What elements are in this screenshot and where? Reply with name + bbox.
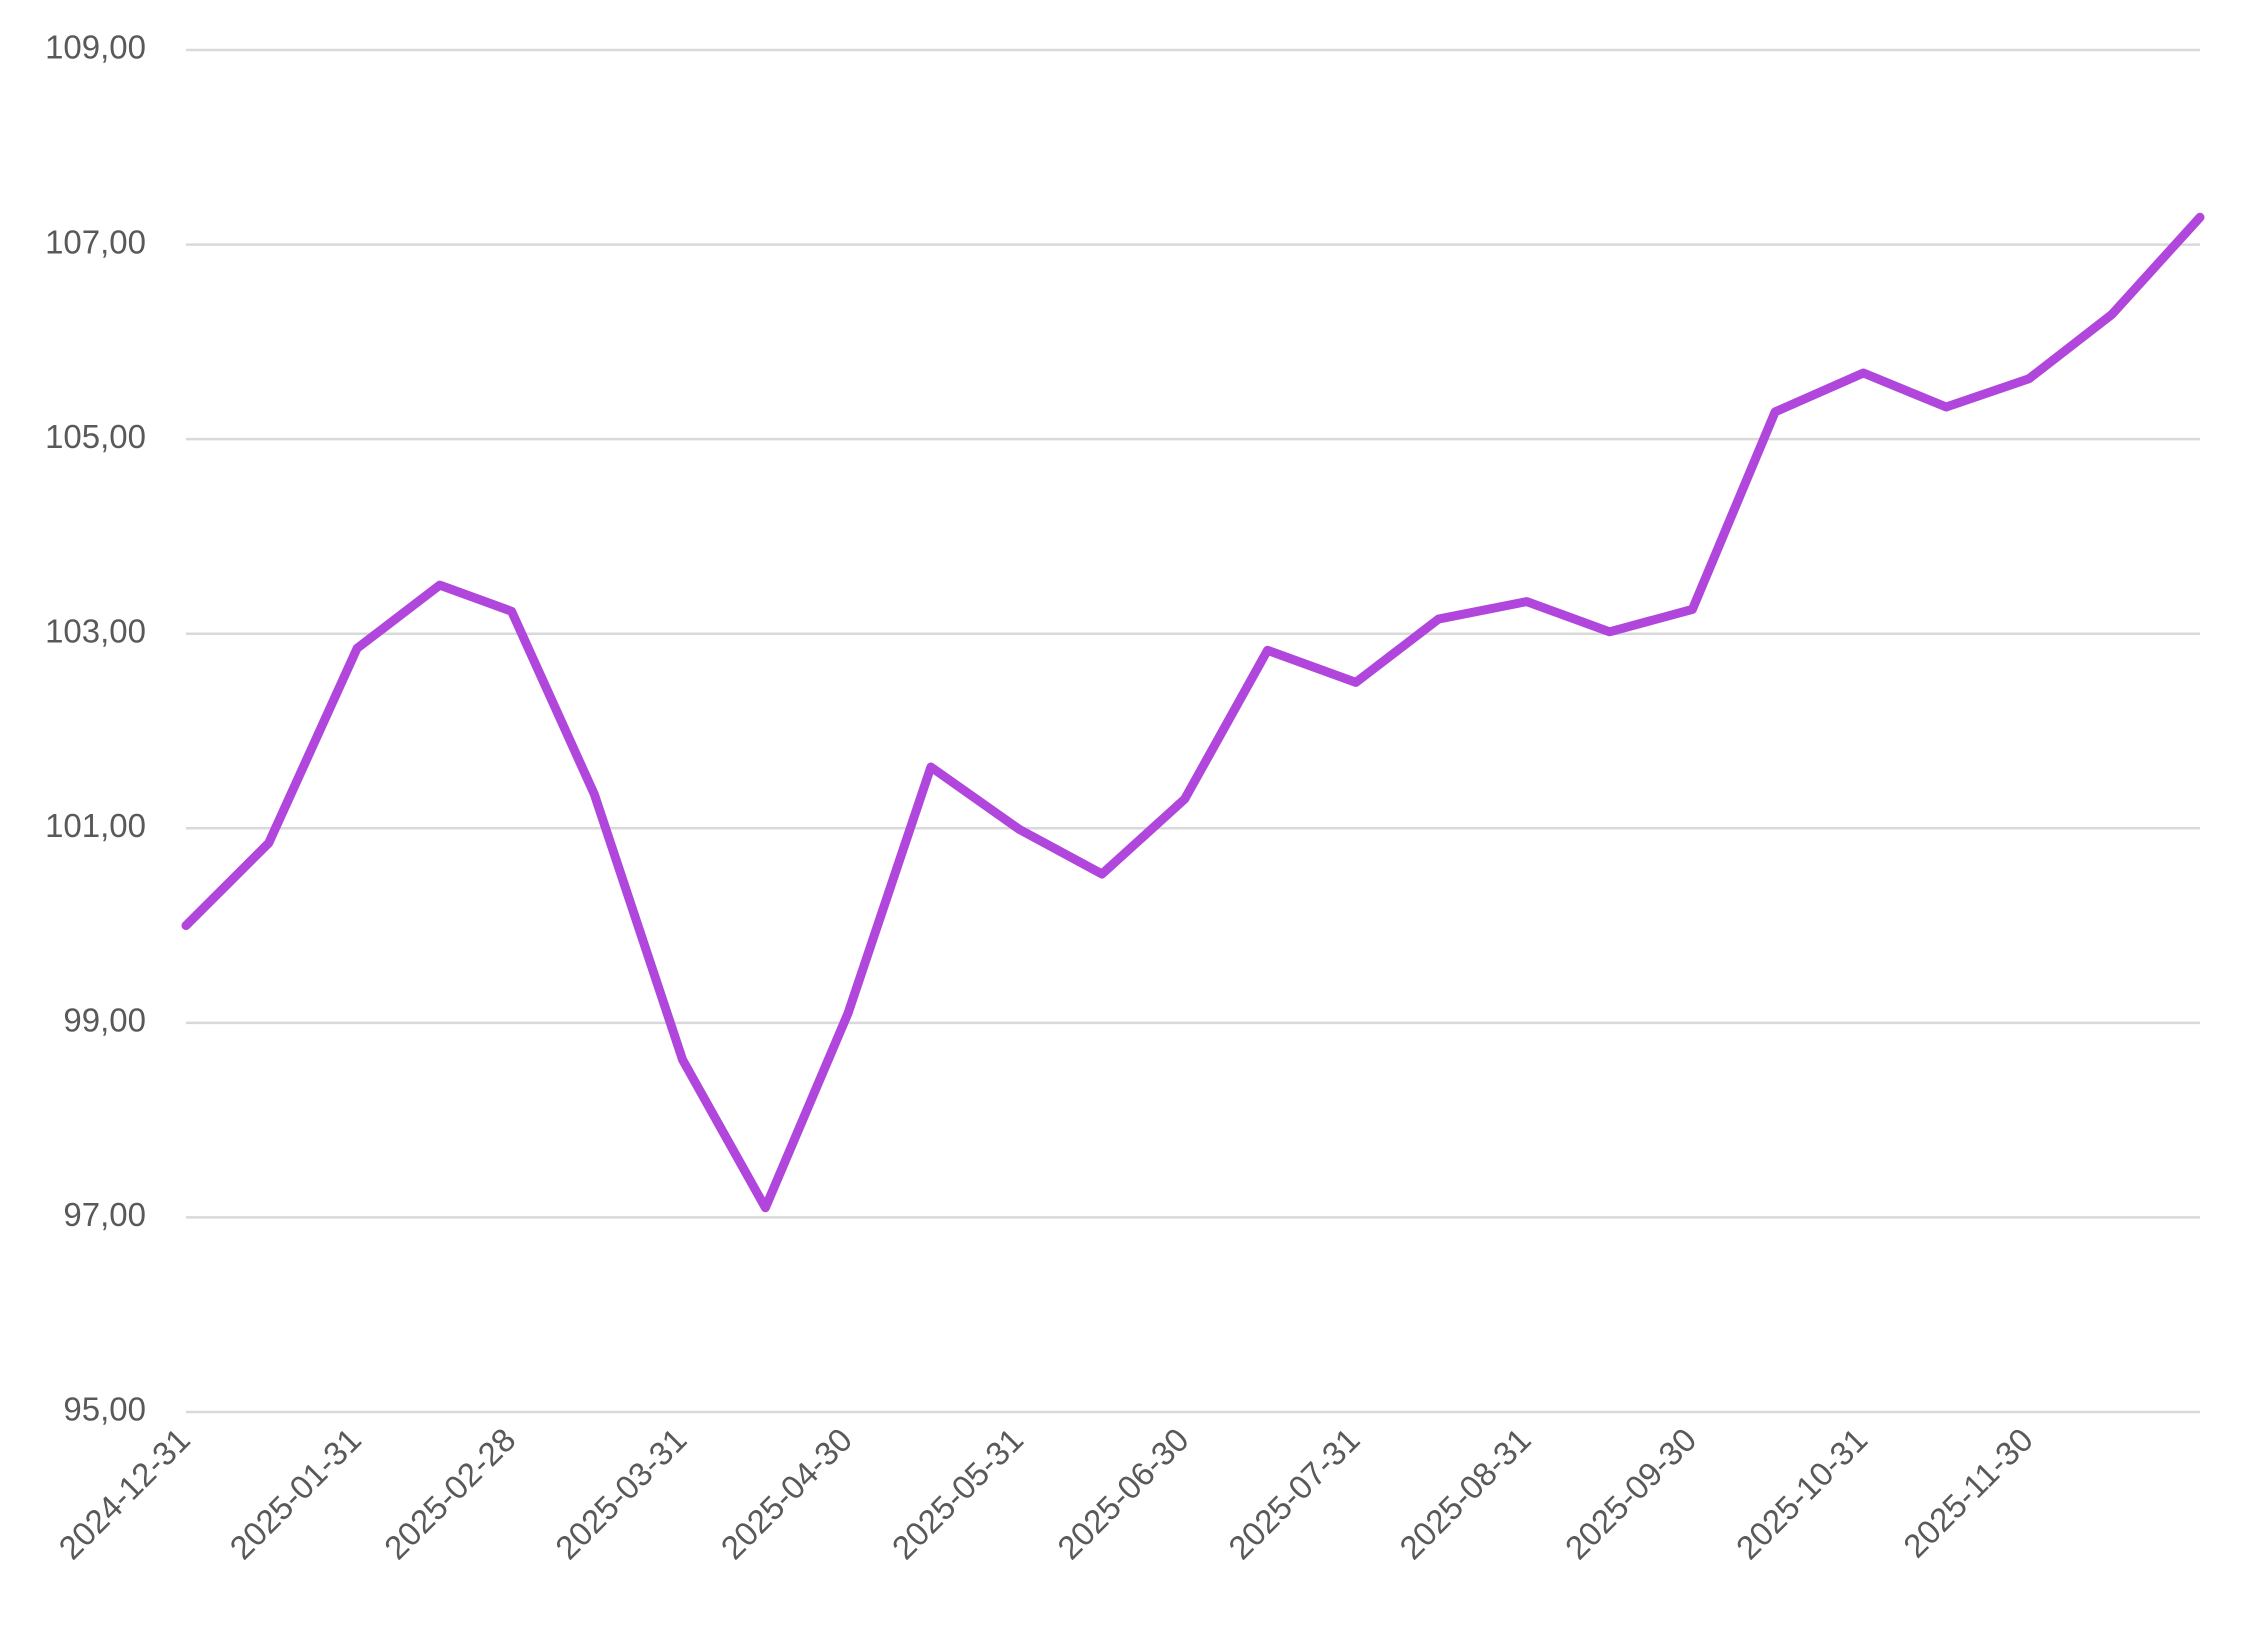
x-tick-label: 2025-03-31: [548, 1421, 694, 1567]
x-axis-tick-labels: 2024-12-31 2025-01-31 2025-02-28 2025-03-31…: [51, 1421, 2039, 1567]
x-tick-label: 2025-04-30: [714, 1421, 860, 1567]
y-tick-label: 99,00: [63, 1002, 146, 1039]
x-tick-label: 2025-06-30: [1050, 1421, 1196, 1567]
series-lines: [181, 212, 2205, 1213]
y-tick-label: 105,00: [45, 418, 146, 455]
gridlines: [186, 48, 2200, 1414]
series-line: [181, 212, 2205, 1213]
x-tick-label: 2025-07-31: [1221, 1421, 1367, 1567]
y-tick-label: 109,00: [45, 29, 146, 66]
x-tick-label: 2025-11-30: [1896, 1421, 2040, 1565]
y-axis-tick-labels: 95,00 97,00 99,00 101,00 103,00 105,00 107,00 1…: [45, 29, 146, 1428]
x-tick-label: 2025-05-31: [885, 1421, 1031, 1567]
x-tick-label: 2025-01-31: [222, 1421, 368, 1567]
y-tick-label: 95,00: [63, 1391, 146, 1428]
y-tick-label: 101,00: [45, 807, 146, 844]
y-tick-label: 107,00: [45, 223, 146, 260]
x-tick-label: 2024-12-31: [51, 1421, 197, 1567]
x-tick-label: 2025-10-31: [1729, 1421, 1875, 1567]
y-tick-label: 97,00: [63, 1196, 146, 1233]
x-tick-label: 2025-02-28: [377, 1421, 523, 1567]
x-tick-label: 2025-09-30: [1558, 1421, 1704, 1567]
y-tick-label: 103,00: [45, 612, 146, 649]
x-tick-label: 2025-08-31: [1392, 1421, 1538, 1567]
